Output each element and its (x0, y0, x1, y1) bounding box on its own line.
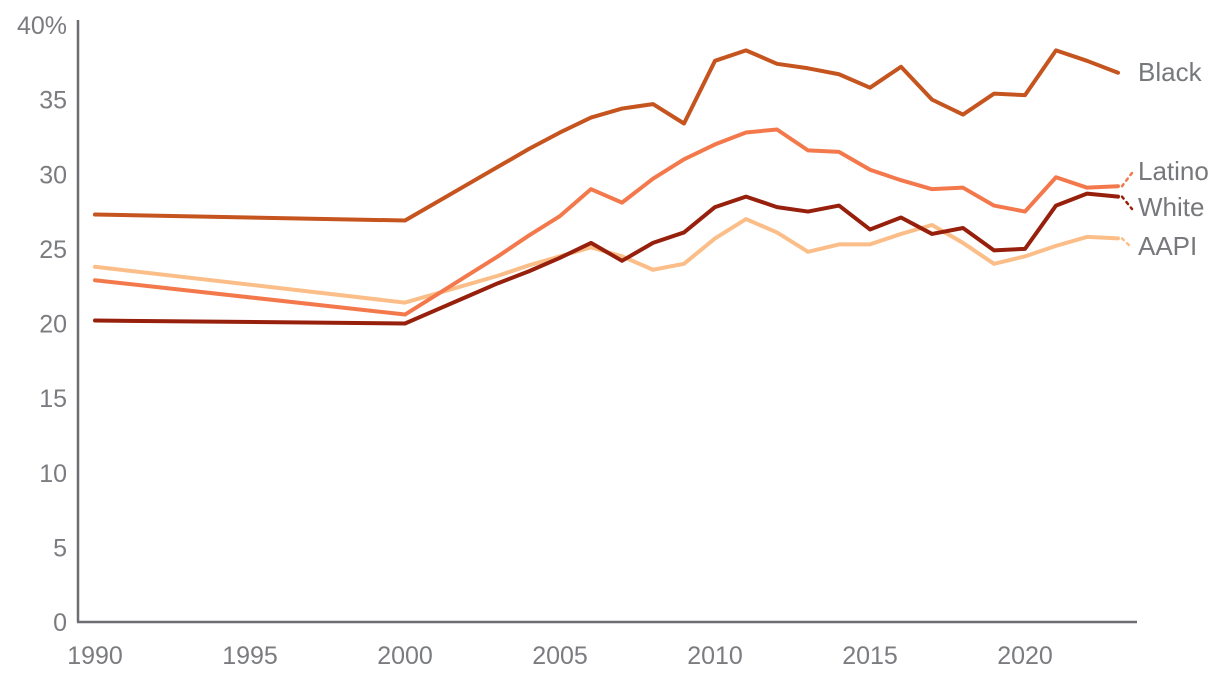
x-axis-tick-label: 1990 (67, 642, 123, 670)
x-axis-tick-label: 2020 (997, 642, 1053, 670)
y-axis-tick-label: 0 (53, 609, 67, 637)
leader-line-aapi (1120, 237, 1134, 250)
series-line-black (93, 48, 1120, 223)
y-axis-tick-label: 10 (39, 460, 67, 488)
y-axis-tick-label: 25 (39, 236, 67, 264)
y-axis-tick-label: 20 (39, 311, 67, 339)
series-line-aapi (93, 217, 1120, 305)
y-axis-tick-label: 30 (39, 161, 67, 189)
x-axis-tick-label: 2005 (532, 642, 588, 670)
series-label-latino: Latino (1138, 156, 1209, 186)
leader-line-latino (1120, 171, 1134, 188)
series-line-white (93, 191, 1120, 326)
x-axis-tick-label: 2015 (842, 642, 898, 670)
leader-line-white (1120, 195, 1134, 211)
y-axis-tick-label: 5 (53, 534, 67, 562)
y-axis-tick-label: 35 (39, 87, 67, 115)
series-label-aapi: AAPI (1138, 231, 1197, 261)
x-axis-tick-label: 1995 (222, 642, 278, 670)
y-axis-tick-label: 15 (39, 385, 67, 413)
x-axis-tick-label: 2010 (687, 642, 743, 670)
series-label-white: White (1138, 192, 1204, 222)
y-axis-tick-label: 40% (17, 12, 67, 40)
series-label-black: Black (1138, 57, 1203, 87)
series-line-latino (93, 127, 1120, 317)
x-axis-tick-label: 2000 (377, 642, 433, 670)
